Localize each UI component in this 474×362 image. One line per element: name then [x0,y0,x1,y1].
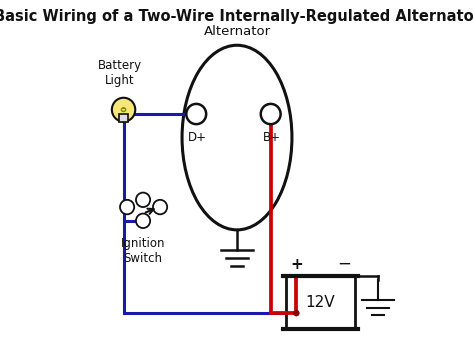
Circle shape [120,200,134,214]
Bar [119,114,128,122]
Circle shape [136,193,150,207]
Text: Ignition
Switch: Ignition Switch [121,237,165,265]
Text: Battery
Light: Battery Light [98,59,142,87]
Circle shape [153,200,167,214]
Text: Basic Wiring of a Two-Wire Internally-Regulated Alternator: Basic Wiring of a Two-Wire Internally-Re… [0,9,474,24]
Text: −: − [337,254,351,272]
Circle shape [261,104,281,124]
Ellipse shape [182,45,292,230]
Bar [286,276,355,329]
Circle shape [136,214,150,228]
Circle shape [186,104,206,124]
Text: B+: B+ [263,131,281,144]
Circle shape [293,310,300,316]
Circle shape [112,98,135,122]
Text: Alternator: Alternator [203,25,271,38]
Text: +: + [290,257,303,272]
Text: 12V: 12V [305,295,335,310]
Text: D+: D+ [187,131,207,144]
